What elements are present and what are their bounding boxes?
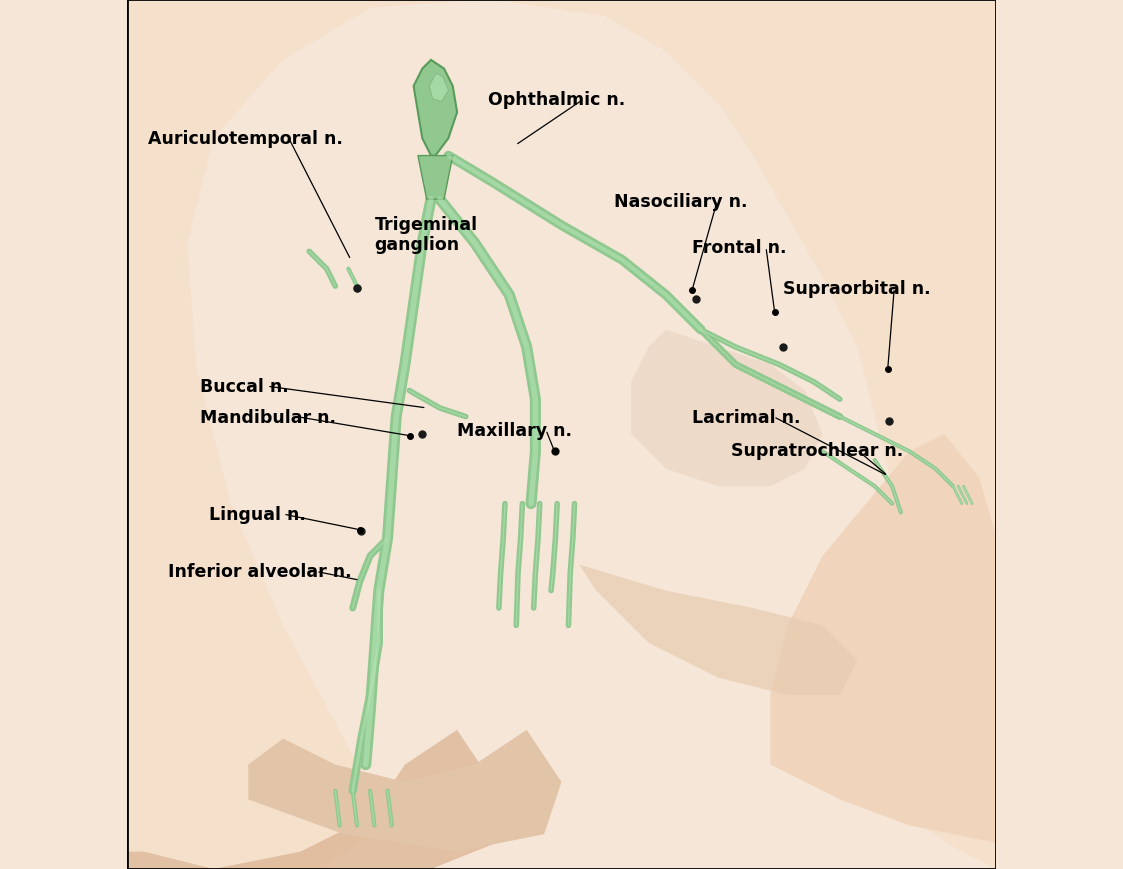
Text: Trigeminal
ganglion: Trigeminal ganglion [374, 216, 477, 254]
Polygon shape [127, 0, 996, 869]
Text: Auriculotemporal n.: Auriculotemporal n. [148, 130, 344, 148]
Text: Buccal n.: Buccal n. [200, 378, 290, 395]
Text: Lacrimal n.: Lacrimal n. [692, 408, 801, 426]
Text: Maxillary n.: Maxillary n. [457, 421, 572, 439]
Text: Supraorbital n.: Supraorbital n. [784, 280, 931, 297]
Text: Nasociliary n.: Nasociliary n. [613, 193, 747, 210]
Polygon shape [578, 565, 857, 695]
Polygon shape [418, 156, 453, 200]
Polygon shape [770, 434, 996, 843]
Text: Frontal n.: Frontal n. [692, 239, 786, 256]
Text: Ophthalmic n.: Ophthalmic n. [487, 91, 624, 109]
Text: Lingual n.: Lingual n. [209, 506, 307, 523]
Polygon shape [631, 330, 822, 487]
Polygon shape [429, 74, 448, 103]
Text: Supratrochlear n.: Supratrochlear n. [731, 441, 903, 459]
Text: Mandibular n.: Mandibular n. [200, 408, 337, 426]
Polygon shape [248, 730, 562, 852]
Polygon shape [413, 61, 457, 156]
Polygon shape [127, 730, 518, 869]
Text: Inferior alveolar n.: Inferior alveolar n. [168, 563, 351, 580]
